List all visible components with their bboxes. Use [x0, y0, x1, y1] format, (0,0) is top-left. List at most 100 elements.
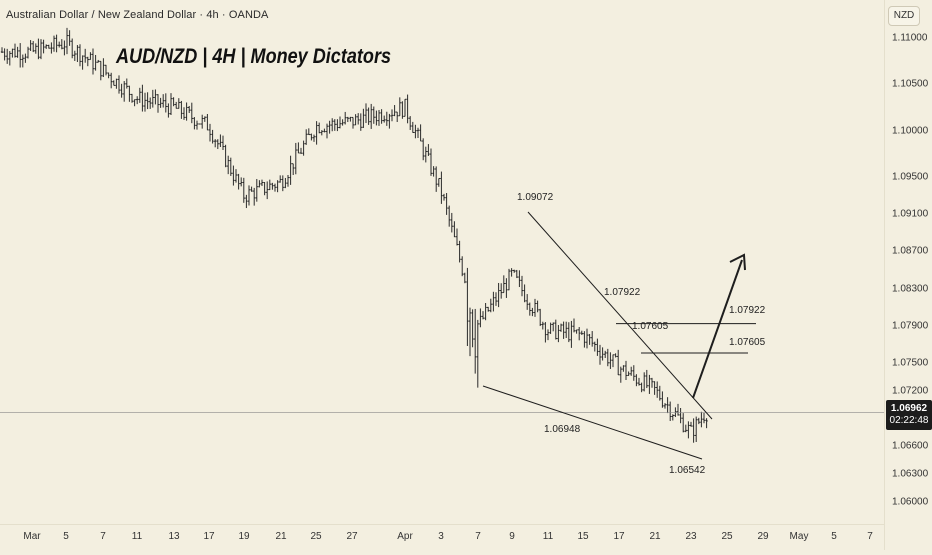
ohlc-bar: [273, 183, 277, 192]
ohlc-bar: [637, 377, 641, 386]
wedge-lower-trendline[interactable]: [482, 385, 703, 460]
time-axis-label: 23: [685, 531, 697, 542]
time-axis-label: 9: [509, 531, 515, 542]
ohlc-bar: [253, 187, 256, 206]
time-axis-label: 17: [613, 531, 625, 542]
ohlc-bar: [450, 212, 453, 233]
ohlc-bar: [138, 87, 141, 103]
ohlc-bar: [250, 186, 253, 192]
ohlc-bar: [47, 44, 50, 49]
ohlc-bar: [562, 321, 565, 339]
time-axis-label: 17: [203, 531, 215, 542]
ohlc-bar: [167, 103, 170, 118]
ohlc-bar: [489, 298, 492, 313]
ohlc-bar: [614, 353, 617, 358]
wedge-upper-trendline[interactable]: [527, 211, 713, 420]
ohlc-bar: [650, 377, 654, 388]
ohlc-bar: [507, 268, 511, 291]
price-axis-label: 1.10000: [892, 125, 929, 137]
ohlc-bar: [19, 43, 22, 68]
breakout-arrow-shaft[interactable]: [692, 259, 743, 399]
ohlc-bar: [32, 41, 35, 53]
ohlc-bar: [658, 385, 661, 401]
ohlc-bar: [445, 193, 448, 215]
ohlc-bar: [159, 97, 162, 108]
ohlc-bar: [86, 56, 89, 67]
ohlc-bar: [289, 155, 292, 185]
ohlc-bar: [468, 307, 472, 357]
ohlc-bar: [692, 418, 695, 443]
ohlc-bar: [695, 416, 698, 442]
ohlc-bar: [141, 84, 144, 112]
ohlc-bar: [487, 306, 490, 312]
time-axis-label: 15: [577, 531, 589, 542]
ohlc-bar: [0, 47, 4, 54]
ohlc-bar: [6, 48, 9, 64]
ohlc-bar: [448, 205, 451, 227]
ohlc-bar: [653, 381, 656, 395]
ohlc-bar: [357, 113, 360, 125]
ohlc-bar: [117, 75, 121, 94]
ohlc-bar: [221, 135, 225, 150]
ohlc-bar: [422, 138, 425, 161]
ohlc-bar: [684, 424, 687, 433]
ohlc-bar: [697, 417, 700, 425]
ohlc-bar: [24, 53, 27, 63]
ohlc-bar: [94, 54, 97, 71]
ohlc-bar: [606, 348, 609, 367]
ohlc-bar: [232, 165, 235, 186]
ohlc-bar: [242, 177, 245, 203]
current-price-value: 1.06962: [890, 403, 928, 414]
symbol-header[interactable]: Australian Dollar / New Zealand Dollar ·…: [6, 9, 269, 21]
ohlc-bar: [429, 148, 433, 176]
drawings[interactable]: 1.09072 1.07922 1.07605 1.07922 1.07605 1.069…: [0, 192, 884, 476]
ohlc-bar: [497, 282, 500, 308]
ohlc-bar: [81, 55, 84, 70]
ohlc-bar: [575, 329, 578, 334]
ohlc-bar: [484, 302, 487, 321]
time-axis-label: Mar: [23, 531, 41, 542]
ohlc-bar: [520, 275, 524, 297]
ohlc-bar: [544, 322, 547, 343]
ohlc-bar: [110, 72, 113, 89]
ohlc-bar: [78, 44, 82, 67]
breakout-arrow-head[interactable]: [729, 253, 746, 271]
ohlc-bar: [627, 371, 630, 376]
ohlc-bar: [375, 110, 378, 126]
ohlc-bar: [549, 322, 552, 334]
time-axis-label: 11: [131, 531, 143, 542]
ohlc-bar: [89, 52, 92, 61]
ohlc-bar: [442, 193, 446, 201]
ohlc-bar: [3, 48, 6, 61]
ohlc-bar: [331, 118, 334, 132]
ohlc-bar: [515, 269, 518, 279]
price-axis-label: 1.07500: [892, 357, 929, 369]
ohlc-bar: [494, 292, 498, 306]
ohlc-bar: [320, 130, 323, 136]
ohlc-bar: [63, 40, 66, 56]
ohlc-bar: [583, 331, 586, 348]
ohlc-bar: [307, 128, 310, 136]
ohlc-bar: [619, 366, 622, 383]
ohlc-bar: [203, 116, 206, 122]
ohlc-bar: [463, 272, 466, 284]
ohlc-bar: [567, 322, 570, 343]
ohlc-bar: [702, 412, 706, 424]
ohlc-bar: [214, 139, 217, 148]
ohlc-bar: [266, 181, 269, 200]
currency-button[interactable]: NZD: [888, 6, 920, 26]
ohlc-bar: [279, 175, 282, 183]
price-bars: [0, 27, 708, 443]
ohlc-bar: [645, 369, 648, 389]
ohlc-bar: [354, 114, 357, 126]
time-axis-label: May: [789, 531, 809, 542]
ohlc-bar: [312, 134, 316, 142]
price-axis-label: 1.08700: [892, 245, 929, 257]
ohlc-bar: [435, 166, 438, 192]
time-axis-label: 7: [867, 531, 873, 542]
ohlc-bar: [427, 144, 430, 156]
ohlc-bar: [466, 267, 469, 347]
ohlc-bar: [411, 121, 414, 134]
